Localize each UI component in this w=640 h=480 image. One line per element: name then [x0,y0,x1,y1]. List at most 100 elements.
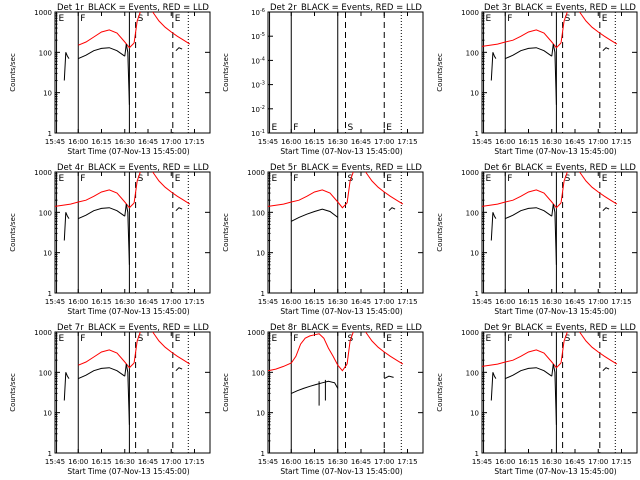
y-tick-label: 10 [43,90,52,98]
events-rate-line [124,364,127,377]
events-rate-line [551,44,554,57]
marker-label: E [602,334,608,344]
x-tick-label: 17:15 [397,458,417,466]
y-tick-label: 100 [252,209,265,217]
lld-rate-line [560,331,568,364]
x-tick-label: 17:15 [397,298,417,306]
events-rate-line [125,364,130,425]
events-rate-line [63,372,70,401]
y-tick-exponent: -1 [260,129,265,135]
x-tick-label: 16:00 [281,458,301,466]
chart-title: Det 2r_BLACK = Events, RED = LLD [270,3,422,13]
events-rate-line [63,212,70,241]
events-rate-line [125,44,130,105]
marker-label: S [138,14,144,24]
marker-label: S [565,174,571,184]
x-axis-label: Start Time (07-Nov-13 15:45:00) [280,147,402,156]
x-axis-label: Start Time (07-Nov-13 15:45:00) [280,307,402,316]
y-tick-label: 10 [470,90,479,98]
x-axis-label: Start Time (07-Nov-13 15:45:00) [494,307,616,316]
y-tick-label: 100 [252,369,265,377]
x-tick-label: 16:30 [542,458,562,466]
events-rate-line [490,212,497,241]
x-tick-label: 15:45 [258,458,278,466]
x-tick-label: 16:30 [328,138,348,146]
y-tick-label: 10-1 [251,129,265,138]
marker-label: E [602,14,608,24]
x-tick-label: 16:45 [351,298,371,306]
x-tick-label: 17:00 [161,458,181,466]
x-tick-label: 16:45 [565,458,585,466]
events-rate-line [490,372,497,401]
y-tick-base: 10 [251,130,260,138]
y-tick-label: 1 [261,290,265,298]
events-rate-line [505,367,553,380]
y-tick-exponent: -2 [260,105,265,111]
chart-title: Det 6r_BLACK = Events, RED = LLD [484,163,636,173]
marker-label: E [59,174,65,184]
marker-label: E [486,14,492,24]
x-tick-label: 17:15 [397,138,417,146]
lld-rate-line [560,11,568,44]
events-rate-line [551,364,554,377]
x-axis-label: Start Time (07-Nov-13 15:45:00) [67,467,189,476]
events-rate-line [78,47,126,60]
marker-label: E [486,174,492,184]
x-tick-label: 16:00 [281,138,301,146]
y-tick-label: 10 [256,410,265,418]
y-tick-label: 10 [43,250,52,258]
chart-title: Det 7r_BLACK = Events, RED = LLD [57,323,209,333]
chart-panel-8: Det 8r_BLACK = Events, RED = LLD Counts/s… [222,323,424,476]
chart-title: Det 3r_BLACK = Events, RED = LLD [484,3,636,13]
x-tick-label: 16:15 [304,458,324,466]
lld-rate-line [152,11,191,45]
plot-frame [481,331,638,454]
chart-panel-7: Det 7r_BLACK = Events, RED = LLD Counts/s… [9,323,211,476]
events-rate-line [78,207,126,220]
x-tick-label: 15:45 [258,298,278,306]
lld-rate-line [365,171,404,205]
marker-label: F [80,334,85,344]
marker-label: E [175,334,181,344]
lld-rate-line [481,349,562,369]
x-tick-label: 16:00 [495,138,515,146]
marker-label: S [565,334,571,344]
x-tick-label: 16:45 [351,138,371,146]
y-tick-exponent: -3 [260,81,265,87]
y-tick-exponent: -5 [260,32,265,38]
x-axis-label: Start Time (07-Nov-13 15:45:00) [494,147,616,156]
y-tick-label: 1000 [247,329,265,337]
x-tick-label: 16:30 [542,298,562,306]
x-tick-label: 16:15 [518,458,538,466]
y-tick-label: 1 [48,130,52,138]
lld-rate-line [579,171,618,205]
x-tick-label: 17:00 [161,298,181,306]
x-axis-label: Start Time (07-Nov-13 15:45:00) [67,307,189,316]
y-tick-base: 10 [251,9,260,17]
lld-rate-line [346,171,354,204]
marker-label: S [565,14,571,24]
y-axis-label: Counts/sec [436,53,444,92]
events-rate-line [602,207,610,212]
x-tick-label: 15:45 [45,138,65,146]
chart-title: Det 4r_BLACK = Events, RED = LLD [57,163,209,173]
chart-panel-4: Det 4r_BLACK = Events, RED = LLD Counts/s… [9,163,211,316]
lld-rate-line [133,331,141,364]
y-axis-label: Counts/sec [436,373,444,412]
events-rate-line [291,208,339,222]
y-tick-label: 1000 [461,169,479,177]
lld-rate-line [133,171,141,204]
events-rate-line [552,364,557,425]
lld-rate-line [365,331,404,365]
y-tick-exponent: -6 [260,8,265,14]
y-axis-label: Counts/sec [436,213,444,252]
plot-frame [54,331,211,454]
marker-label: S [348,123,354,133]
y-tick-label: 10-2 [251,105,265,114]
x-tick-label: 16:00 [68,138,88,146]
y-tick-label: 10 [470,410,479,418]
marker-label: F [507,334,512,344]
chart-title: Det 9r_BLACK = Events, RED = LLD [484,323,636,333]
x-tick-label: 15:45 [45,458,65,466]
events-rate-line [125,204,130,265]
